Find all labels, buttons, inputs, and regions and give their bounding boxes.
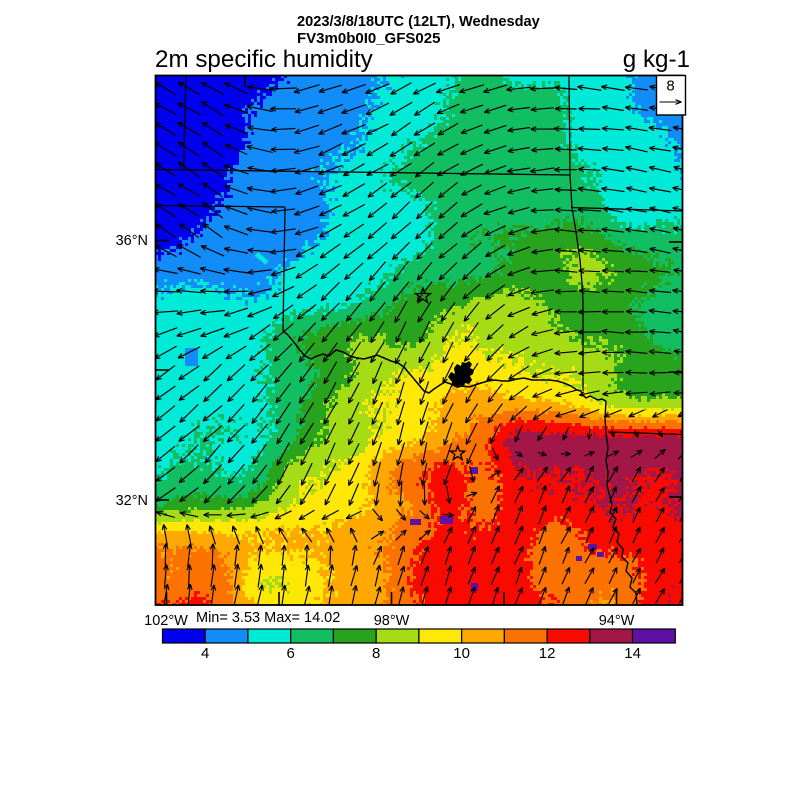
svg-text:14: 14	[624, 645, 641, 662]
svg-text:32°N: 32°N	[116, 493, 148, 509]
svg-text:8: 8	[666, 78, 674, 95]
svg-text:10: 10	[453, 645, 470, 662]
svg-text:8: 8	[372, 645, 380, 662]
svg-text:4: 4	[201, 645, 209, 662]
svg-text:12: 12	[539, 645, 556, 662]
svg-text:36°N: 36°N	[116, 233, 148, 249]
svg-text:94°W: 94°W	[599, 613, 635, 629]
svg-text:98°W: 98°W	[374, 613, 410, 629]
svg-text:FV3m0b0I0_GFS025: FV3m0b0I0_GFS025	[297, 30, 440, 47]
svg-text:g kg-1: g kg-1	[623, 46, 690, 73]
svg-text:6: 6	[287, 645, 295, 662]
svg-text:102°W: 102°W	[144, 613, 188, 629]
svg-text:2023/3/8/18UTC (12LT), Wednesd: 2023/3/8/18UTC (12LT), Wednesday	[297, 14, 541, 30]
svg-text:2m specific humidity: 2m specific humidity	[155, 46, 374, 73]
svg-text:Min= 3.53 Max= 14.02: Min= 3.53 Max= 14.02	[196, 610, 340, 626]
